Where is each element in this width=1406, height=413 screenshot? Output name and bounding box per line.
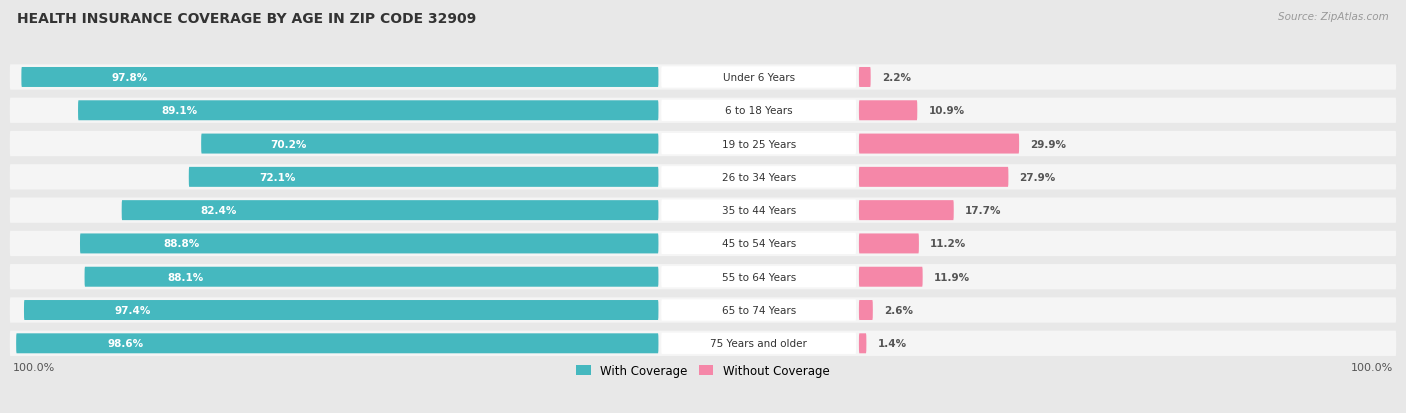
FancyBboxPatch shape bbox=[10, 264, 1396, 290]
Text: 89.1%: 89.1% bbox=[162, 106, 198, 116]
FancyBboxPatch shape bbox=[859, 101, 917, 121]
FancyBboxPatch shape bbox=[859, 334, 866, 354]
Text: 10.9%: 10.9% bbox=[928, 106, 965, 116]
Text: 27.9%: 27.9% bbox=[1019, 173, 1056, 183]
Text: 2.6%: 2.6% bbox=[884, 305, 912, 315]
FancyBboxPatch shape bbox=[10, 165, 1396, 190]
FancyBboxPatch shape bbox=[661, 233, 856, 254]
FancyBboxPatch shape bbox=[859, 201, 953, 221]
FancyBboxPatch shape bbox=[859, 300, 873, 320]
FancyBboxPatch shape bbox=[122, 201, 658, 221]
FancyBboxPatch shape bbox=[10, 98, 1396, 123]
FancyBboxPatch shape bbox=[10, 298, 1396, 323]
FancyBboxPatch shape bbox=[859, 68, 870, 88]
Text: 19 to 25 Years: 19 to 25 Years bbox=[721, 139, 796, 149]
FancyBboxPatch shape bbox=[661, 300, 856, 321]
Text: 6 to 18 Years: 6 to 18 Years bbox=[725, 106, 793, 116]
Text: 11.9%: 11.9% bbox=[934, 272, 970, 282]
FancyBboxPatch shape bbox=[15, 334, 658, 354]
FancyBboxPatch shape bbox=[661, 133, 856, 155]
Text: 98.6%: 98.6% bbox=[107, 339, 143, 349]
FancyBboxPatch shape bbox=[188, 167, 658, 188]
FancyBboxPatch shape bbox=[661, 167, 856, 188]
Text: 70.2%: 70.2% bbox=[270, 139, 307, 149]
FancyBboxPatch shape bbox=[661, 67, 856, 88]
FancyBboxPatch shape bbox=[10, 132, 1396, 157]
FancyBboxPatch shape bbox=[661, 100, 856, 121]
FancyBboxPatch shape bbox=[859, 234, 920, 254]
Text: 88.1%: 88.1% bbox=[167, 272, 204, 282]
Text: 97.8%: 97.8% bbox=[111, 73, 148, 83]
FancyBboxPatch shape bbox=[859, 267, 922, 287]
Text: Source: ZipAtlas.com: Source: ZipAtlas.com bbox=[1278, 12, 1389, 22]
FancyBboxPatch shape bbox=[201, 134, 658, 154]
FancyBboxPatch shape bbox=[10, 331, 1396, 356]
FancyBboxPatch shape bbox=[661, 200, 856, 221]
Text: HEALTH INSURANCE COVERAGE BY AGE IN ZIP CODE 32909: HEALTH INSURANCE COVERAGE BY AGE IN ZIP … bbox=[17, 12, 477, 26]
Text: 88.8%: 88.8% bbox=[163, 239, 200, 249]
FancyBboxPatch shape bbox=[10, 231, 1396, 256]
Text: 26 to 34 Years: 26 to 34 Years bbox=[721, 173, 796, 183]
Text: 55 to 64 Years: 55 to 64 Years bbox=[721, 272, 796, 282]
FancyBboxPatch shape bbox=[80, 234, 658, 254]
FancyBboxPatch shape bbox=[661, 266, 856, 288]
Text: 72.1%: 72.1% bbox=[259, 173, 295, 183]
FancyBboxPatch shape bbox=[661, 333, 856, 354]
Text: 82.4%: 82.4% bbox=[200, 206, 236, 216]
Text: 97.4%: 97.4% bbox=[114, 305, 150, 315]
Text: 29.9%: 29.9% bbox=[1031, 139, 1066, 149]
FancyBboxPatch shape bbox=[10, 198, 1396, 223]
FancyBboxPatch shape bbox=[859, 134, 1019, 154]
Text: 100.0%: 100.0% bbox=[1351, 362, 1393, 373]
Text: 17.7%: 17.7% bbox=[965, 206, 1001, 216]
Text: 75 Years and older: 75 Years and older bbox=[710, 339, 807, 349]
FancyBboxPatch shape bbox=[24, 300, 658, 320]
Legend: With Coverage, Without Coverage: With Coverage, Without Coverage bbox=[572, 360, 834, 382]
FancyBboxPatch shape bbox=[859, 167, 1008, 188]
Text: 11.2%: 11.2% bbox=[929, 239, 966, 249]
FancyBboxPatch shape bbox=[79, 101, 658, 121]
FancyBboxPatch shape bbox=[21, 68, 658, 88]
Text: 1.4%: 1.4% bbox=[877, 339, 907, 349]
Text: 65 to 74 Years: 65 to 74 Years bbox=[721, 305, 796, 315]
Text: 45 to 54 Years: 45 to 54 Years bbox=[721, 239, 796, 249]
Text: 2.2%: 2.2% bbox=[882, 73, 911, 83]
Text: 100.0%: 100.0% bbox=[13, 362, 55, 373]
FancyBboxPatch shape bbox=[84, 267, 658, 287]
Text: Under 6 Years: Under 6 Years bbox=[723, 73, 794, 83]
Text: 35 to 44 Years: 35 to 44 Years bbox=[721, 206, 796, 216]
FancyBboxPatch shape bbox=[10, 65, 1396, 90]
